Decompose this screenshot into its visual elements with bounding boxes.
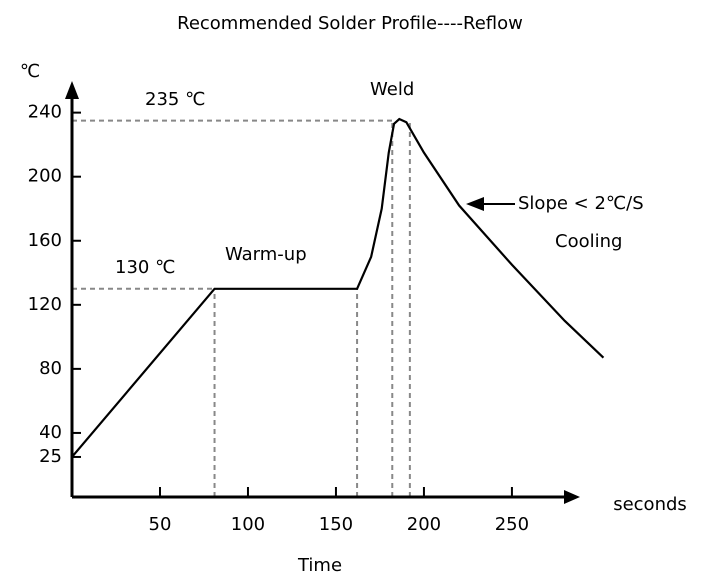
y-axis-label: ℃ (20, 61, 40, 82)
annotation: Weld (370, 79, 414, 100)
pointer-arrowhead (466, 197, 484, 211)
y-axis-arrow (65, 81, 79, 99)
y-tick-label: 200 (28, 166, 62, 187)
x-tick-label: 150 (319, 514, 353, 535)
y-tick-label: 120 (28, 294, 62, 315)
chart-title: Recommended Solder Profile----Reflow (177, 13, 523, 34)
x-tick-label: 100 (231, 514, 265, 535)
x-axis-label: Time (297, 555, 342, 576)
annotation: 130 ℃ (115, 257, 175, 278)
annotation: Slope < 2℃/S (518, 193, 644, 214)
y-tick-label: 80 (39, 358, 62, 379)
x-unit: seconds (613, 494, 687, 515)
y-tick-label: 160 (28, 230, 62, 251)
x-axis-arrow (564, 490, 580, 504)
line (71, 117, 605, 458)
annotation: Warm-up (225, 244, 307, 265)
y-tick-label: 40 (39, 422, 62, 443)
annotation: 235 ℃ (145, 89, 205, 110)
x-tick-label: 250 (495, 514, 529, 535)
y-tick-label: 25 (39, 446, 62, 467)
x-tick-label: 50 (149, 514, 172, 535)
x-tick-label: 200 (407, 514, 441, 535)
y-tick-label: 240 (28, 102, 62, 123)
annotation: Cooling (555, 231, 622, 252)
